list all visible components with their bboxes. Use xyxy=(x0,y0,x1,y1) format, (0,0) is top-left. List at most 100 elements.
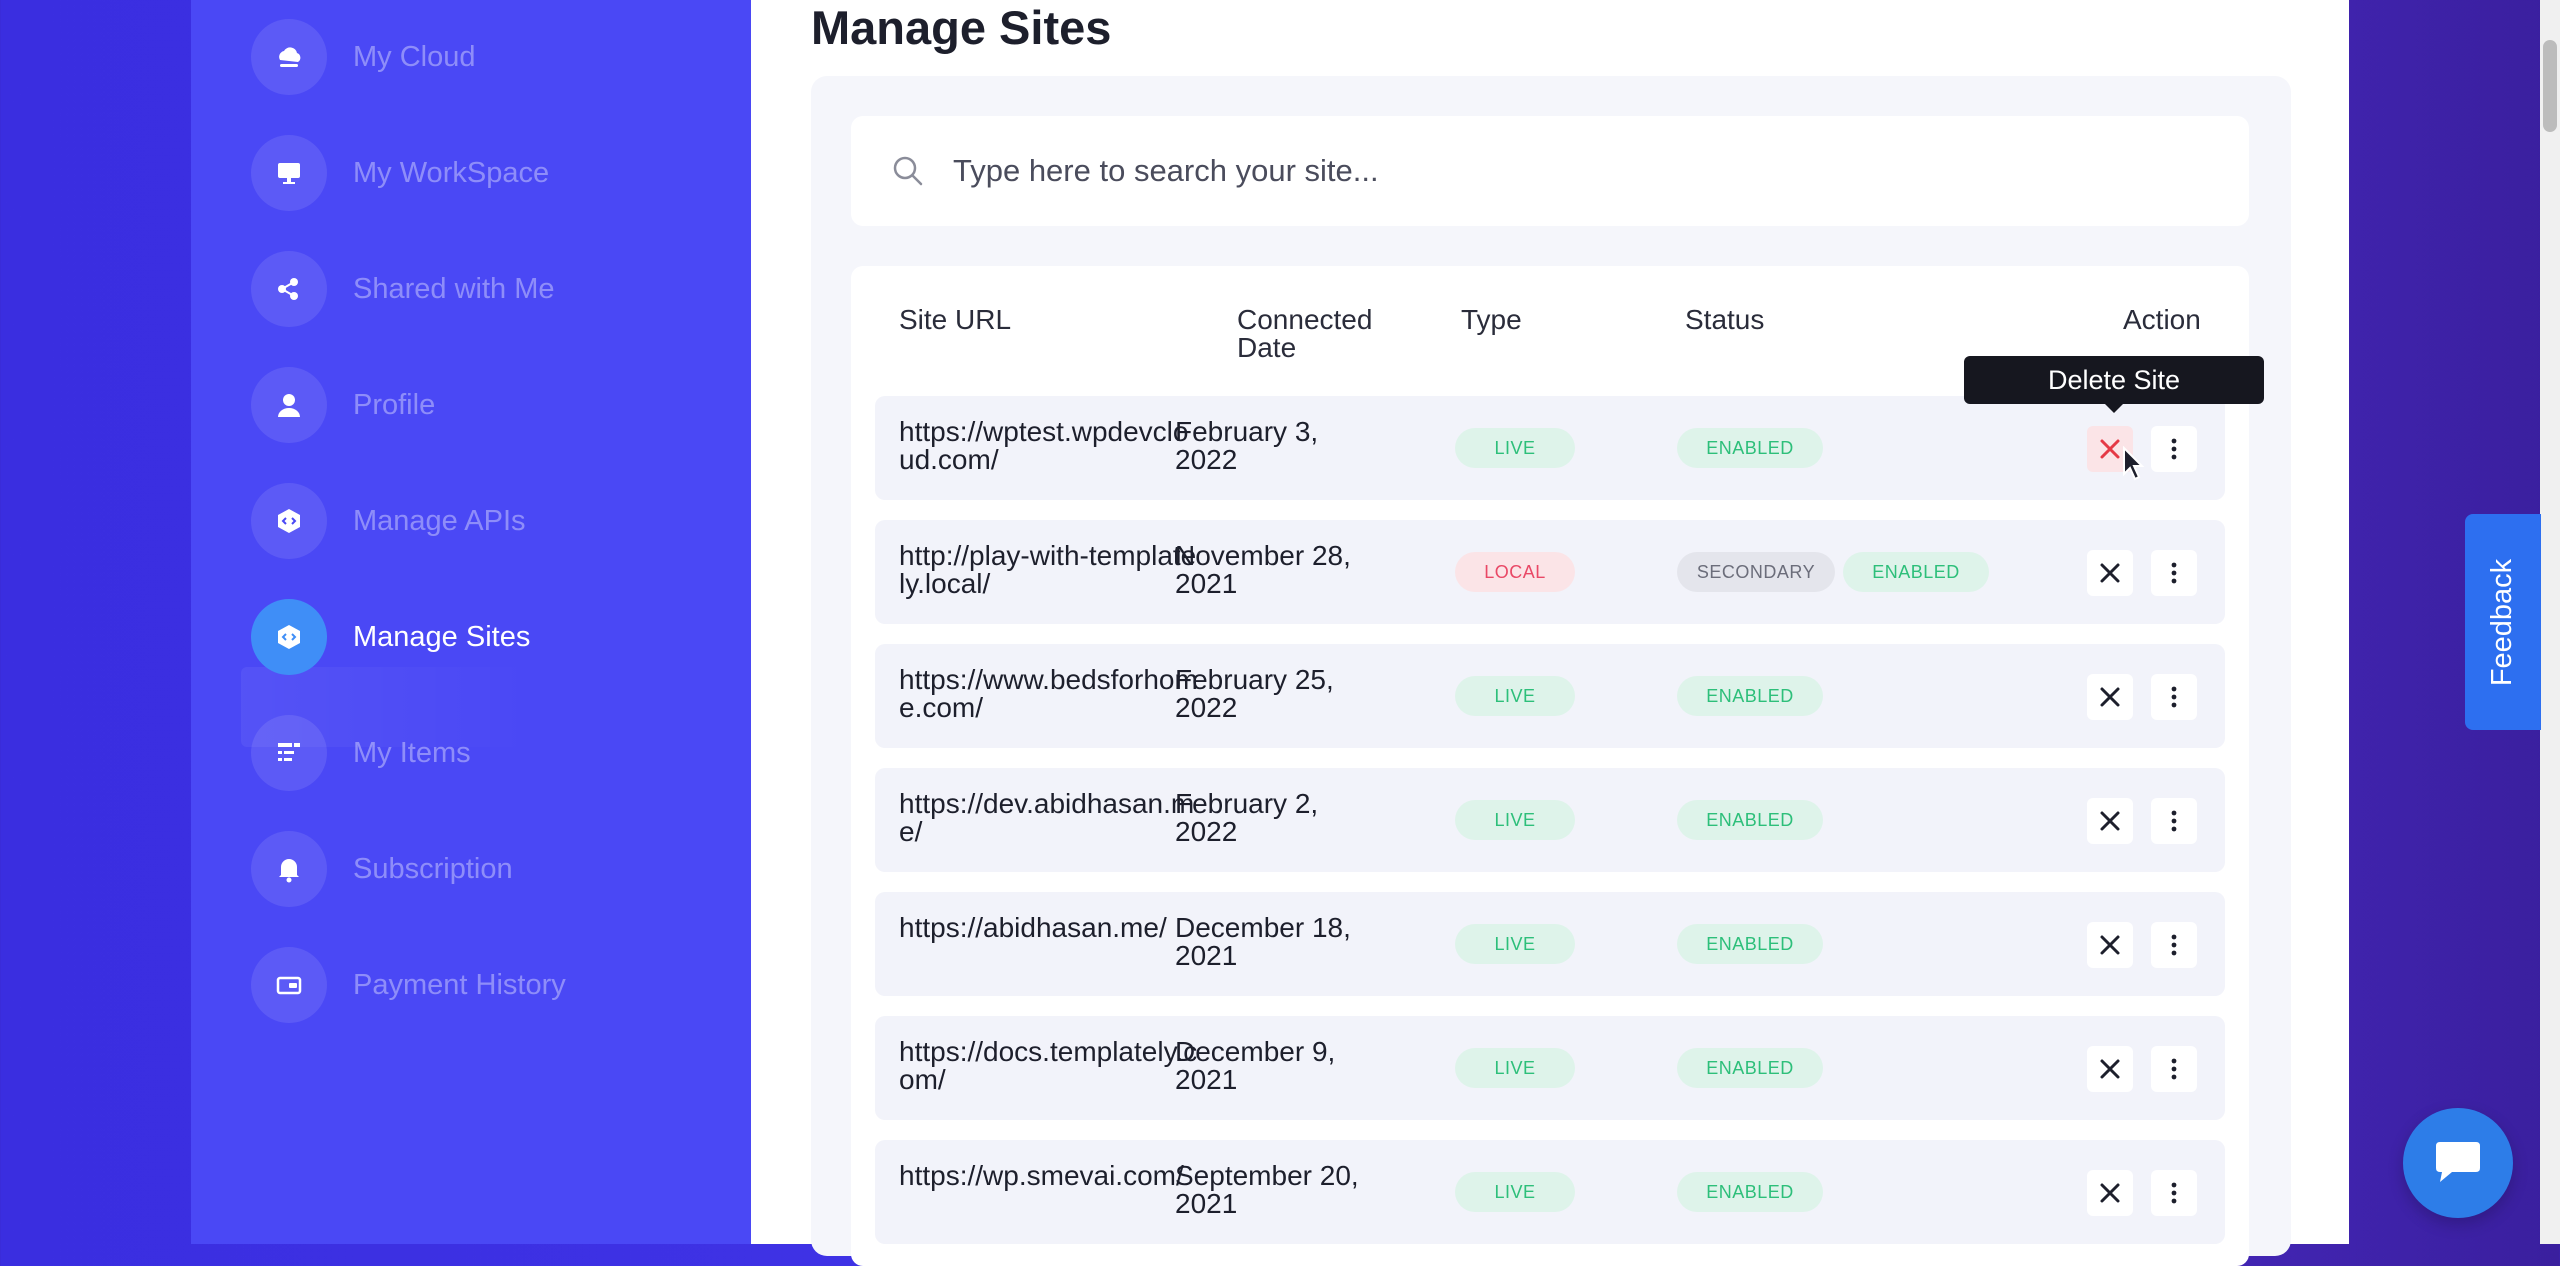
chat-launcher-button[interactable] xyxy=(2403,1108,2513,1218)
type-badge: LOCAL xyxy=(1455,552,1575,592)
close-icon xyxy=(2097,1180,2123,1206)
sidebar-item-label: Shared with Me xyxy=(353,273,555,306)
kebab-menu-icon xyxy=(2161,684,2187,710)
search-input[interactable] xyxy=(951,152,2155,190)
search-icon xyxy=(891,154,925,188)
more-options-button[interactable] xyxy=(2151,426,2197,472)
close-icon xyxy=(2097,1056,2123,1082)
bell-icon xyxy=(251,831,327,907)
column-header-action: Action xyxy=(2123,306,2201,334)
delete-site-button[interactable] xyxy=(2087,798,2133,844)
sidebar-item-my-items[interactable]: My Items xyxy=(251,715,711,791)
connected-date: December 9, 2021 xyxy=(1175,1038,1365,1094)
kebab-menu-icon xyxy=(2161,1180,2187,1206)
sidebar-item-profile[interactable]: Profile xyxy=(251,367,711,443)
close-icon xyxy=(2097,560,2123,586)
sidebar: My Cloud My WorkSpace Shared with Me Pro… xyxy=(191,0,751,1244)
sidebar-item-label: Subscription xyxy=(353,853,513,886)
type-badge: LIVE xyxy=(1455,1048,1575,1088)
close-icon xyxy=(2097,684,2123,710)
table-row: http://play-with-templately.local/ Novem… xyxy=(875,520,2225,624)
kebab-menu-icon xyxy=(2161,1056,2187,1082)
status-badge: ENABLED xyxy=(1843,552,1989,592)
sidebar-item-label: Profile xyxy=(353,389,435,422)
more-options-button[interactable] xyxy=(2151,674,2197,720)
site-url: http://play-with-templately.local/ xyxy=(899,542,1199,598)
column-header-site-url: Site URL xyxy=(899,306,1011,334)
type-badge: LIVE xyxy=(1455,1172,1575,1212)
site-url: https://dev.abidhasan.me/ xyxy=(899,790,1199,846)
site-url: https://wptest.wpdevcloud.com/ xyxy=(899,418,1199,474)
status-badge: ENABLED xyxy=(1677,924,1823,964)
site-url: https://abidhasan.me/ xyxy=(899,914,1199,942)
search-bar[interactable] xyxy=(851,116,2249,226)
sidebar-item-label: My WorkSpace xyxy=(353,157,549,190)
sidebar-item-manage-apis[interactable]: Manage APIs xyxy=(251,483,711,559)
site-url: https://www.bedsforhome.com/ xyxy=(899,666,1199,722)
more-options-button[interactable] xyxy=(2151,922,2197,968)
column-header-connected-date: Connected Date xyxy=(1237,306,1372,362)
sites-panel: Site URL Connected Date Type Status Acti… xyxy=(811,76,2291,1256)
column-header-status: Status xyxy=(1685,306,1764,334)
connected-date: September 20, 2021 xyxy=(1175,1162,1365,1218)
sites-icon xyxy=(251,599,327,675)
wallet-icon xyxy=(251,947,327,1023)
site-url: https://docs.templately.com/ xyxy=(899,1038,1199,1094)
column-header-line: Date xyxy=(1237,334,1372,362)
sidebar-item-my-workspace[interactable]: My WorkSpace xyxy=(251,135,711,211)
type-badge: LIVE xyxy=(1455,800,1575,840)
more-options-button[interactable] xyxy=(2151,798,2197,844)
connected-date: February 3, 2022 xyxy=(1175,418,1365,474)
kebab-menu-icon xyxy=(2161,932,2187,958)
sidebar-item-my-cloud[interactable]: My Cloud xyxy=(251,19,711,95)
connected-date: December 18, 2021 xyxy=(1175,914,1365,970)
sidebar-item-shared-with-me[interactable]: Shared with Me xyxy=(251,251,711,327)
sidebar-item-manage-sites[interactable]: Manage Sites xyxy=(251,599,711,675)
table-row: https://docs.templately.com/ December 9,… xyxy=(875,1016,2225,1120)
delete-site-button[interactable] xyxy=(2087,550,2133,596)
close-icon xyxy=(2097,436,2123,462)
site-url: https://wp.smevai.com/ xyxy=(899,1162,1199,1190)
delete-site-button[interactable] xyxy=(2087,674,2133,720)
connected-date: February 25, 2022 xyxy=(1175,666,1365,722)
type-badge: LIVE xyxy=(1455,428,1575,468)
sidebar-item-label: My Cloud xyxy=(353,41,476,74)
sidebar-item-label: My Items xyxy=(353,737,471,770)
status-badge: SECONDARY xyxy=(1677,552,1835,592)
sidebar-item-label: Payment History xyxy=(353,969,566,1002)
more-options-button[interactable] xyxy=(2151,550,2197,596)
feedback-tab-button[interactable]: Feedback xyxy=(2465,514,2541,730)
chat-bubble-icon xyxy=(2430,1138,2486,1188)
delete-site-button[interactable] xyxy=(2087,1046,2133,1092)
status-badge: ENABLED xyxy=(1677,800,1823,840)
status-badge: ENABLED xyxy=(1677,1172,1823,1212)
scrollbar-track[interactable] xyxy=(2540,0,2560,1244)
type-badge: LIVE xyxy=(1455,924,1575,964)
table-row: https://www.bedsforhome.com/ February 25… xyxy=(875,644,2225,748)
column-header-line: Connected xyxy=(1237,306,1372,334)
table-row: https://wp.smevai.com/ September 20, 202… xyxy=(875,1140,2225,1244)
sidebar-item-subscription[interactable]: Subscription xyxy=(251,831,711,907)
main-content: Manage Sites Site URL Connected Date Typ… xyxy=(751,0,2349,1244)
scrollbar-thumb[interactable] xyxy=(2543,40,2557,132)
close-icon xyxy=(2097,808,2123,834)
workspace-icon xyxy=(251,135,327,211)
table-row: https://abidhasan.me/ December 18, 2021 … xyxy=(875,892,2225,996)
table-row: https://dev.abidhasan.me/ February 2, 20… xyxy=(875,768,2225,872)
delete-site-button[interactable] xyxy=(2087,922,2133,968)
table-row: https://wptest.wpdevcloud.com/ February … xyxy=(875,396,2225,500)
more-options-button[interactable] xyxy=(2151,1046,2197,1092)
status-badge: ENABLED xyxy=(1677,428,1823,468)
api-icon xyxy=(251,483,327,559)
more-options-button[interactable] xyxy=(2151,1170,2197,1216)
kebab-menu-icon xyxy=(2161,560,2187,586)
delete-site-button[interactable] xyxy=(2087,1170,2133,1216)
page-title: Manage Sites xyxy=(811,0,1111,56)
kebab-menu-icon xyxy=(2161,808,2187,834)
feedback-label: Feedback xyxy=(2487,558,2520,685)
delete-site-tooltip: Delete Site xyxy=(1964,356,2264,404)
column-header-type: Type xyxy=(1461,306,1522,334)
items-icon xyxy=(251,715,327,791)
sidebar-item-payment-history[interactable]: Payment History xyxy=(251,947,711,1023)
type-badge: LIVE xyxy=(1455,676,1575,716)
